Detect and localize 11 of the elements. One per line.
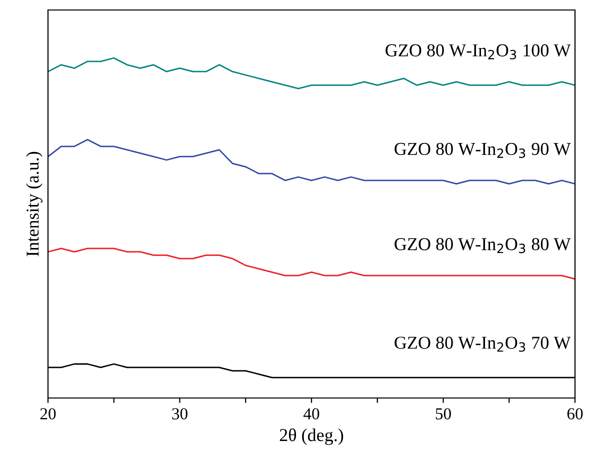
series-label: GZO 80 W-In$_{2}$O$_{3}$ 70 W: [394, 336, 571, 352]
series-label: GZO 80 W-In$_{2}$O$_{3}$ 80 W: [394, 238, 571, 254]
x-tick-label: 50: [436, 408, 451, 420]
x-tick-label: 20: [40, 408, 56, 420]
x-tick-label: 40: [303, 408, 320, 420]
y-axis-title: Intensity (a.u.): [26, 152, 42, 256]
x-tick-label: 60: [567, 408, 583, 420]
series-label: GZO 80 W-In$_{2}$O$_{3}$ 100 W: [386, 44, 571, 60]
x-tick-label: 30: [172, 408, 188, 420]
x-axis-title: 2θ (deg.): [280, 428, 344, 445]
series-label: GZO 80 W-In$_{2}$O$_{3}$ 90 W: [394, 142, 571, 158]
